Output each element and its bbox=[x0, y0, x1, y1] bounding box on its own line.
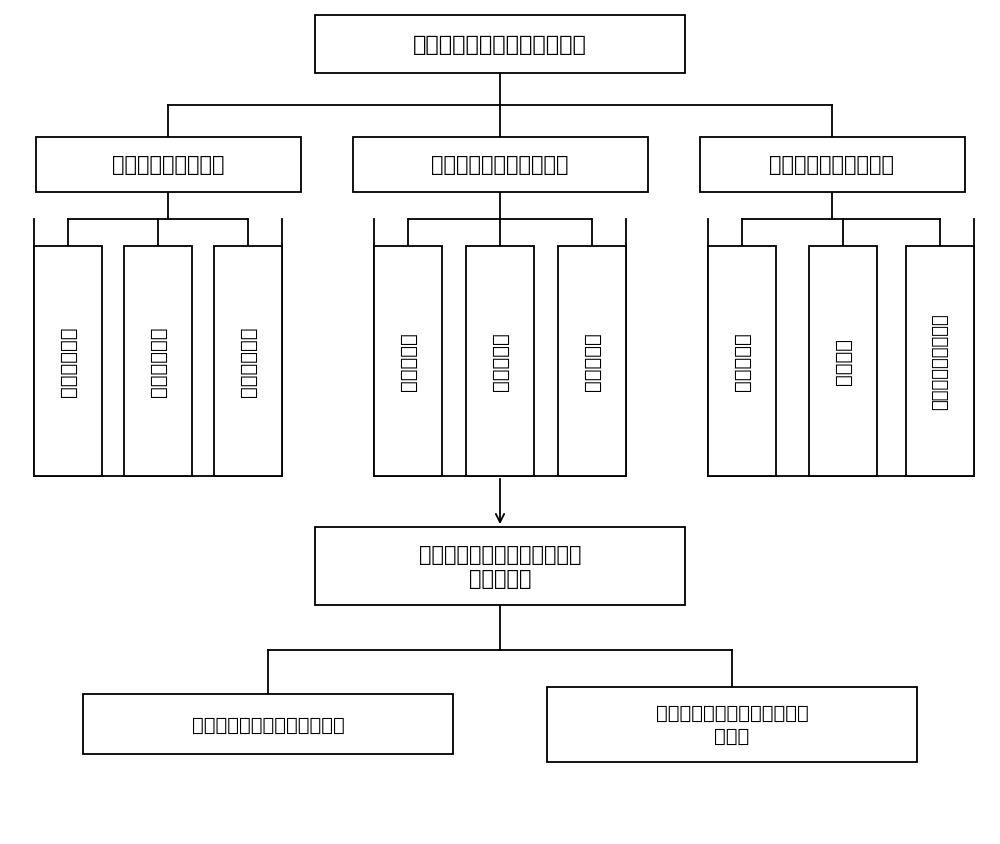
Text: 农地整理规划智能化设计实现
与分析操作: 农地整理规划智能化设计实现 与分析操作 bbox=[419, 544, 581, 589]
Bar bbox=[83, 694, 453, 754]
Bar bbox=[124, 246, 192, 476]
Text: 农田灌排子系统设计: 农田灌排子系统设计 bbox=[112, 154, 224, 175]
Bar bbox=[708, 246, 776, 476]
Bar bbox=[558, 246, 626, 476]
Text: 节水闸与分水闸设计: 节水闸与分水闸设计 bbox=[931, 313, 949, 410]
Bar bbox=[700, 138, 964, 192]
Bar bbox=[214, 246, 282, 476]
Text: 道路及防护林子系统设计: 道路及防护林子系统设计 bbox=[431, 154, 569, 175]
Bar bbox=[34, 246, 102, 476]
Text: 生产道设计: 生产道设计 bbox=[490, 333, 510, 391]
Text: 田间道设计: 田间道设计 bbox=[398, 333, 418, 391]
Text: 农地整理规划智能化设计方法: 农地整理规划智能化设计方法 bbox=[413, 35, 587, 55]
Bar bbox=[466, 246, 534, 476]
Bar bbox=[547, 687, 917, 761]
Text: 沟渠断面设计: 沟渠断面设计 bbox=[239, 327, 258, 397]
Bar bbox=[315, 16, 685, 74]
Text: 农地整理规划工程三维建模与
可视化: 农地整理规划工程三维建模与 可视化 bbox=[656, 703, 808, 745]
Bar bbox=[315, 528, 685, 605]
Text: 公路桥设计: 公路桥设计 bbox=[732, 333, 752, 391]
Text: 灌溉流量设计: 灌溉流量设计 bbox=[58, 327, 78, 397]
Text: 农地整理规划智能化设计实现: 农地整理规划智能化设计实现 bbox=[192, 715, 344, 733]
Bar bbox=[374, 246, 442, 476]
Bar bbox=[906, 246, 974, 476]
Bar bbox=[36, 138, 300, 192]
Text: 防护林设计: 防护林设计 bbox=[582, 333, 602, 391]
Bar bbox=[809, 246, 877, 476]
Bar bbox=[352, 138, 648, 192]
Text: 管涵设计: 管涵设计 bbox=[834, 338, 852, 385]
Text: 水工建筑物子系统设计: 水工建筑物子系统设计 bbox=[770, 154, 895, 175]
Text: 排涝流量设计: 排涝流量设计 bbox=[148, 327, 168, 397]
